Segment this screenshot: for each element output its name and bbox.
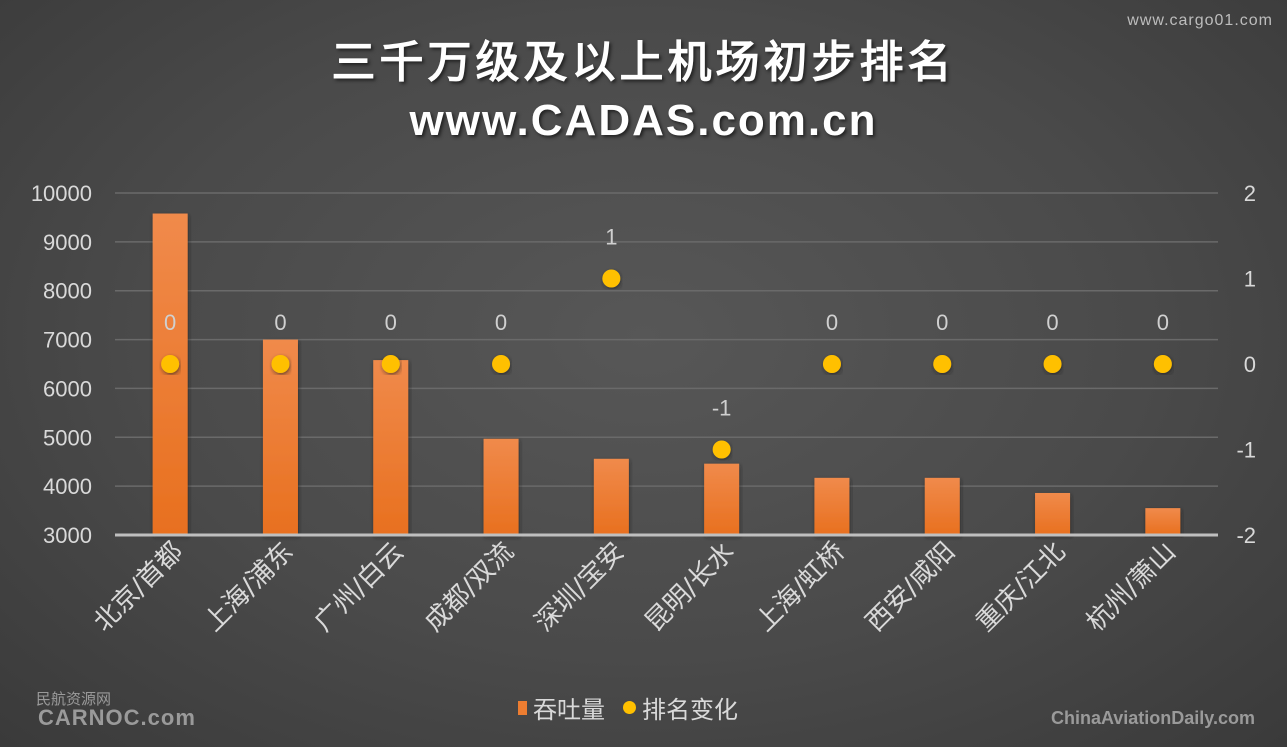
legend-dot-label: 排名变化 bbox=[642, 696, 738, 724]
watermark-carnoc: CARNOC.com bbox=[38, 705, 196, 730]
bar bbox=[814, 477, 850, 535]
bar bbox=[1035, 492, 1071, 535]
x-tick-label: 重庆/江北 bbox=[971, 537, 1072, 638]
y-right-tick-label: -2 bbox=[1236, 523, 1256, 548]
x-tick-label: 北京/首都 bbox=[88, 537, 189, 638]
x-tick-label: 深圳/宝安 bbox=[529, 537, 630, 638]
data-label: 0 bbox=[274, 310, 286, 335]
rank-change-point bbox=[822, 355, 841, 373]
y-left-tick-label: 5000 bbox=[43, 425, 92, 450]
data-label: 1 bbox=[605, 225, 617, 250]
data-label: 0 bbox=[164, 310, 176, 335]
x-tick-label: 广州/白云 bbox=[309, 537, 410, 638]
x-tick-label: 西安/咸阳 bbox=[860, 537, 961, 638]
bar bbox=[152, 213, 188, 535]
x-tick-label: 上海/虹桥 bbox=[750, 537, 851, 638]
watermark-carnoc-cn: 民航资源网 bbox=[36, 691, 112, 708]
y-left-tick-label: 6000 bbox=[43, 376, 92, 401]
data-label: 0 bbox=[826, 310, 838, 335]
bar bbox=[593, 458, 629, 535]
data-label: 0 bbox=[495, 310, 507, 335]
x-tick-label: 昆明/长水 bbox=[640, 537, 741, 638]
bar bbox=[924, 477, 960, 535]
x-tick-label: 杭州/萧山 bbox=[1081, 537, 1182, 638]
y-right-tick-label: 0 bbox=[1244, 352, 1256, 377]
rank-change-point bbox=[933, 355, 952, 373]
data-label: 0 bbox=[385, 310, 397, 335]
y-left-tick-label: 4000 bbox=[43, 474, 92, 499]
data-label: 0 bbox=[936, 310, 948, 335]
rank-change-point bbox=[161, 355, 180, 373]
x-tick-label: 上海/浦东 bbox=[198, 537, 299, 638]
legend-bar-label: 吞吐量 bbox=[533, 696, 605, 724]
bar bbox=[483, 438, 519, 535]
y-left-tick-label: 8000 bbox=[43, 279, 92, 304]
rank-change-point bbox=[381, 355, 400, 373]
bar bbox=[1145, 508, 1181, 535]
rank-change-point bbox=[1153, 355, 1172, 373]
y-left-tick-label: 10000 bbox=[31, 181, 92, 206]
rank-change-point bbox=[271, 355, 290, 373]
y-left-tick-label: 7000 bbox=[43, 328, 92, 353]
watermark-chinaaviationdaily: ChinaAviationDaily.com bbox=[1050, 708, 1255, 728]
data-label: 0 bbox=[1046, 310, 1058, 335]
watermark-top: www.cargo01.com bbox=[1127, 12, 1273, 29]
rank-change-point bbox=[712, 440, 731, 459]
data-label: -1 bbox=[712, 396, 732, 421]
bar bbox=[704, 463, 740, 535]
chart-title: 三千万级及以上机场初步排名 bbox=[331, 37, 956, 88]
legend-dot-swatch bbox=[623, 701, 636, 714]
chart-subtitle: www.CADAS.com.cn bbox=[409, 96, 878, 145]
bar bbox=[373, 360, 409, 535]
x-tick-label: 成都/双流 bbox=[419, 537, 520, 638]
data-label: 0 bbox=[1157, 310, 1169, 335]
y-right-tick-label: 2 bbox=[1244, 181, 1256, 206]
y-left-tick-label: 3000 bbox=[43, 523, 92, 548]
legend-bar-swatch bbox=[518, 700, 527, 715]
rank-change-point bbox=[1043, 355, 1062, 373]
legend: 吞吐量 排名变化 bbox=[518, 690, 738, 725]
rank-change-point bbox=[602, 269, 621, 288]
y-right-tick-label: 1 bbox=[1244, 267, 1256, 292]
y-right-tick-label: -1 bbox=[1236, 438, 1256, 463]
rank-change-point bbox=[492, 355, 511, 373]
y-left-tick-label: 9000 bbox=[43, 230, 92, 255]
